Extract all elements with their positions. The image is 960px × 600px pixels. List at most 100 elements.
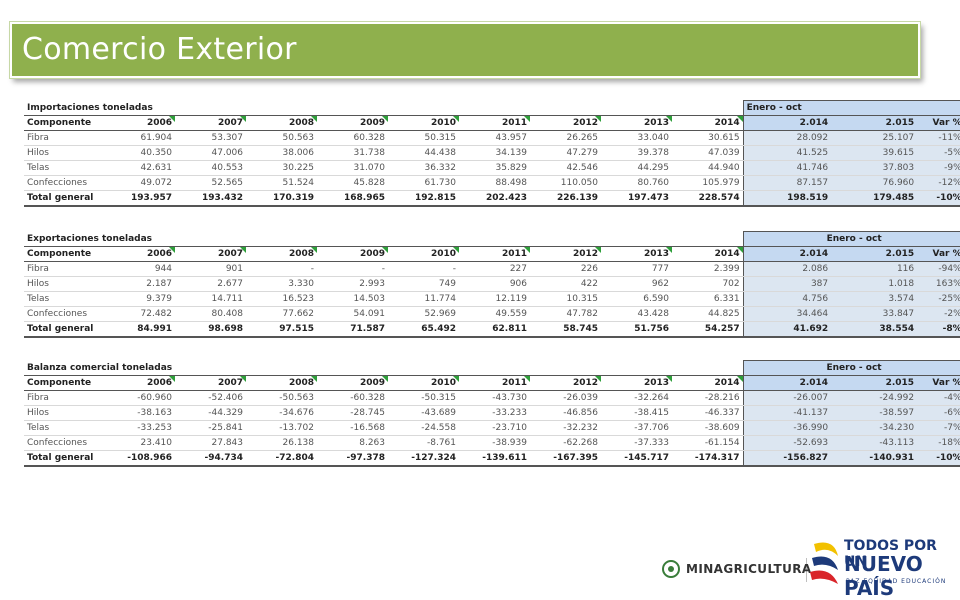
table-cell: 47.006: [175, 145, 246, 161]
table-cell: 37.803: [831, 160, 918, 176]
table-cell: 31.070: [317, 160, 388, 176]
table-cell: -50.563: [246, 390, 317, 406]
table-cell: 163%: [917, 276, 960, 292]
column-header: 2014: [672, 375, 744, 391]
table-caption-row: Exportaciones toneladas Enero - oct: [24, 231, 960, 247]
table-cell: -62.268: [530, 435, 601, 451]
table-cell: -44.329: [175, 405, 246, 421]
table-cell: -: [388, 261, 459, 277]
table-cell: 227: [459, 261, 530, 277]
total-cell: 228.574: [672, 190, 744, 207]
cell-flag-icon: [311, 376, 317, 382]
column-header: 2010: [388, 246, 459, 262]
column-header: 2006: [104, 115, 175, 131]
table-cell: 11.774: [388, 291, 459, 307]
table-cell: 33.847: [831, 306, 918, 322]
cell-flag-icon: [666, 376, 672, 382]
table-cell: 54.091: [317, 306, 388, 322]
table-cell: 749: [388, 276, 459, 292]
table-cell: 27.843: [175, 435, 246, 451]
table-cell: -16.568: [317, 420, 388, 436]
table-cell: -9%: [917, 160, 960, 176]
table-cell: -38.415: [601, 405, 672, 421]
column-header: 2008: [246, 246, 317, 262]
total-cell: -140.931: [831, 450, 918, 467]
table-cell: -38.597: [831, 405, 918, 421]
table-cell: -34.230: [831, 420, 918, 436]
table-cell: 49.072: [104, 175, 175, 191]
table-cell: 47.782: [530, 306, 601, 322]
table-cell: 50.315: [388, 130, 459, 146]
table-cell: -26.007: [742, 390, 832, 406]
cell-flag-icon: [595, 247, 601, 253]
total-cell: 84.991: [104, 321, 175, 338]
table-cell: 44.940: [672, 160, 744, 176]
total-cell: -156.827: [742, 450, 832, 467]
table-row: Telas -33.253 -25.841 -13.702 -16.568 -24.558…: [24, 420, 960, 436]
table-cell: 944: [104, 261, 175, 277]
table-cell: 50.563: [246, 130, 317, 146]
table-cell: -60.328: [317, 390, 388, 406]
total-cell: -145.717: [601, 450, 672, 467]
table-cell: 52.565: [175, 175, 246, 191]
table-cell: -34.676: [246, 405, 317, 421]
cell-flag-icon: [736, 247, 743, 253]
column-header: 2.015: [831, 375, 918, 391]
table-cell: 41.746: [742, 160, 832, 176]
table-cell: 9.379: [104, 291, 175, 307]
cell-flag-icon: [240, 376, 246, 382]
column-header: 2011: [459, 375, 530, 391]
total-cell: 51.756: [601, 321, 672, 338]
table-cell: -23.710: [459, 420, 530, 436]
table-cell: 12.119: [459, 291, 530, 307]
cell-flag-icon: [169, 247, 175, 253]
cell-flag-icon: [382, 116, 388, 122]
column-header: 2.014: [742, 375, 832, 391]
table-cell: 53.307: [175, 130, 246, 146]
column-header: 2009: [317, 375, 388, 391]
row-label: Fibra: [24, 130, 104, 146]
table-cell: 72.482: [104, 306, 175, 322]
cell-flag-icon: [524, 116, 530, 122]
table-cell: 702: [672, 276, 744, 292]
total-cell: 226.139: [530, 190, 601, 207]
row-label: Hilos: [24, 145, 104, 161]
total-cell: -108.966: [104, 450, 175, 467]
table-cell: -33.233: [459, 405, 530, 421]
table-row: Hilos -38.163 -44.329 -34.676 -28.745 -43.689…: [24, 405, 960, 421]
total-cell: -10%: [917, 190, 960, 207]
total-cell: 41.692: [742, 321, 832, 338]
table-cell: 8.263: [317, 435, 388, 451]
table-cell: -36.990: [742, 420, 832, 436]
table-cell: 51.524: [246, 175, 317, 191]
table-cell: -11%: [917, 130, 960, 146]
table-total-row: Total general 193.957 193.432 170.319 168.96…: [24, 190, 960, 207]
data-table-1: Importaciones toneladas Enero - oct Compon…: [24, 100, 960, 207]
table-cell: -33.253: [104, 420, 175, 436]
column-header: Componente: [24, 115, 104, 131]
column-header: 2006: [104, 246, 175, 262]
column-header: Var %: [917, 246, 960, 262]
column-header: 2007: [175, 115, 246, 131]
column-header: 2010: [388, 375, 459, 391]
table-cell: 30.615: [672, 130, 744, 146]
total-cell: 97.515: [246, 321, 317, 338]
cell-flag-icon: [240, 116, 246, 122]
cell-flag-icon: [382, 376, 388, 382]
table-cell: 80.408: [175, 306, 246, 322]
total-cell: -10%: [917, 450, 960, 467]
table-row: Fibra -60.960 -52.406 -50.563 -60.328 -50.315…: [24, 390, 960, 406]
column-header: 2013: [601, 246, 672, 262]
table-cell: 226: [530, 261, 601, 277]
total-cell: 98.698: [175, 321, 246, 338]
table-cell: 6.331: [672, 291, 744, 307]
table-cell: 26.265: [530, 130, 601, 146]
cell-flag-icon: [524, 376, 530, 382]
total-cell: 54.257: [672, 321, 744, 338]
table-cell: 47.279: [530, 145, 601, 161]
table-cell: -2%: [917, 306, 960, 322]
cell-flag-icon: [169, 376, 175, 382]
table-cell: 422: [530, 276, 601, 292]
table-cell: -6%: [917, 405, 960, 421]
column-header: 2014: [672, 115, 744, 131]
